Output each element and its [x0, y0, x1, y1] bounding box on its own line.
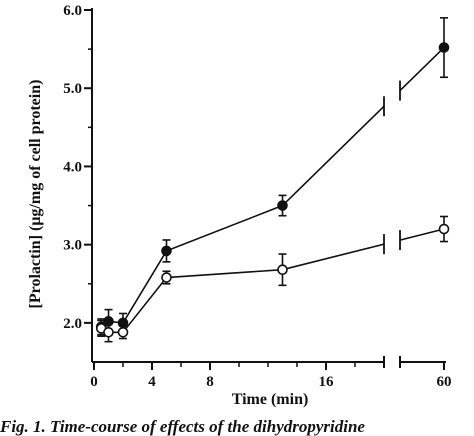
data-point-filled	[277, 200, 288, 211]
figure-caption: Fig. 1. Time-course of effects of the di…	[0, 417, 365, 436]
y-tick-label: 4.0	[63, 159, 82, 175]
axes: 2.0 3.0 4.0 5.0 6.0 0 4 8 16 60	[63, 3, 451, 390]
data-point-open	[161, 272, 172, 283]
y-tick-label: 3.0	[63, 238, 82, 254]
data-point-filled	[161, 245, 172, 257]
data-point-filled	[438, 42, 450, 53]
y-tick-label: 5.0	[63, 81, 82, 97]
series-line	[100, 46, 445, 328]
x-tick-label: 8	[206, 374, 214, 390]
x-tick-label: 4	[148, 374, 156, 390]
x-tick-label: 60	[437, 374, 452, 390]
series-lines	[100, 46, 445, 334]
data-point-open	[117, 326, 129, 338]
data-point-open	[438, 223, 450, 235]
series-line	[100, 228, 445, 334]
y-tick-label: 2.0	[63, 316, 82, 332]
y-tick-label: 6.0	[63, 3, 82, 19]
x-tick-label: 0	[90, 374, 98, 390]
data-point-open	[277, 264, 288, 275]
x-axis-title: Time (min)	[232, 391, 309, 408]
y-axis-title: [Prolactin] (μg/mg of cell protein)	[27, 80, 44, 309]
x-tick-label: 16	[319, 374, 335, 390]
series-marks	[95, 17, 450, 343]
data-point-open	[103, 326, 114, 338]
